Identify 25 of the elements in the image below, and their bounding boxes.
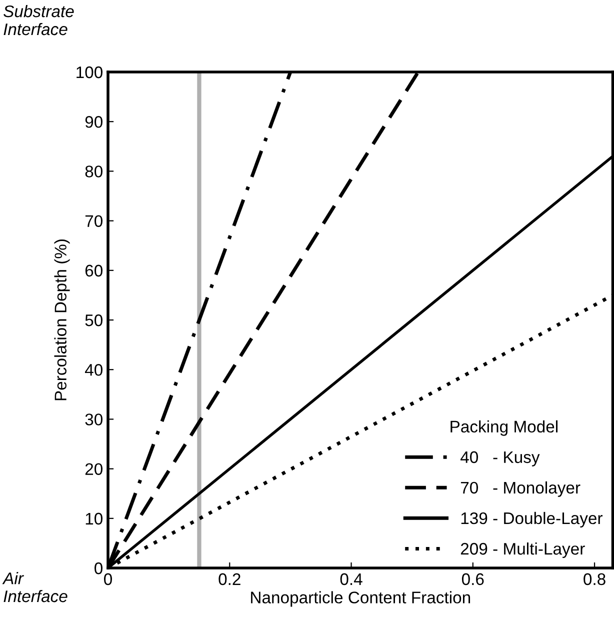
legend-label: 139 - Double-Layer xyxy=(461,512,603,528)
y-tick-label: 40 xyxy=(84,364,102,376)
x-tick-label: 0.8 xyxy=(584,573,606,586)
x-tick-label: 0.4 xyxy=(340,573,362,586)
y-tick-label: 50 xyxy=(85,314,102,326)
y-axis-title: Percolation Depth (%) xyxy=(54,240,70,400)
legend-title: Packing Model xyxy=(450,420,558,436)
legend-label: 40 - Kusy xyxy=(460,451,540,466)
legend-label: 70 - Monolayer xyxy=(460,481,580,497)
text: Air Interface xyxy=(2,572,68,602)
legend-label: 209 - Multi-Layer xyxy=(460,542,585,558)
y-tick-label: 20 xyxy=(85,463,102,476)
y-tick-label: 60 xyxy=(85,264,102,277)
y-tick-label: 10 xyxy=(86,512,102,525)
text: Substrate Interface xyxy=(4,5,74,36)
x-tick-label: 0 xyxy=(104,573,112,586)
y-tick-label: 90 xyxy=(85,116,102,128)
x-tick-label: 0.6 xyxy=(462,573,484,586)
y-tick-label: 70 xyxy=(85,215,102,228)
x-tick-label: 0.2 xyxy=(218,573,240,586)
y-tick-label: 30 xyxy=(85,414,102,426)
y-tick-label: 100 xyxy=(76,66,102,78)
x-axis-title: Nanoparticle Content Fraction xyxy=(251,591,470,607)
y-tick-label: 80 xyxy=(85,166,102,178)
y-tick-label: 0 xyxy=(94,562,102,574)
